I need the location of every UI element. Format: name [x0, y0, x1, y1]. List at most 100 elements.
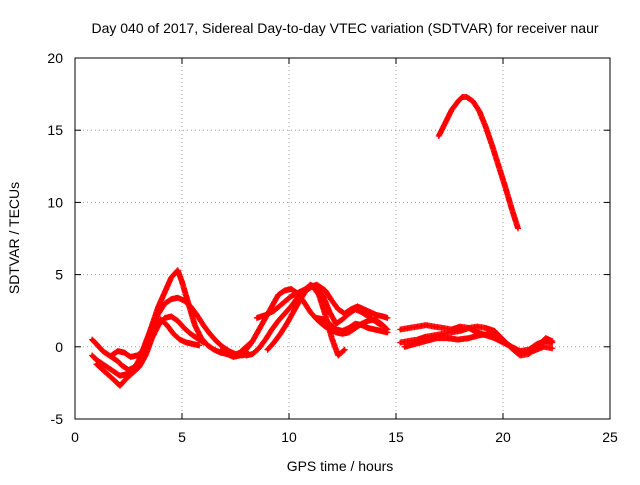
series-track-g	[253, 281, 391, 321]
data-point	[95, 362, 98, 366]
series-track-l	[401, 330, 556, 356]
data-point	[493, 329, 496, 333]
data-point	[330, 299, 334, 302]
data-point	[321, 317, 325, 321]
data-point	[465, 95, 469, 99]
data-point	[191, 342, 195, 346]
data-layer	[89, 93, 556, 389]
data-point	[172, 332, 175, 336]
y-tick-label: -5	[51, 411, 64, 427]
data-point	[302, 300, 306, 304]
data-point	[131, 371, 135, 375]
data-point	[202, 323, 205, 327]
x-axis-label: GPS time / hours	[287, 458, 394, 474]
data-point	[107, 374, 111, 378]
data-point	[184, 341, 188, 344]
data-point	[244, 348, 248, 352]
data-point	[289, 304, 293, 308]
x-tick-label: 5	[178, 429, 186, 445]
series-track-e	[217, 286, 391, 360]
data-point	[347, 330, 351, 334]
data-point	[336, 307, 340, 311]
data-point	[437, 134, 441, 138]
series-track-i	[313, 314, 391, 336]
data-point	[114, 380, 118, 383]
series-track-b	[89, 294, 252, 379]
data-point	[176, 268, 180, 272]
data-point	[266, 348, 269, 352]
data-point	[116, 349, 120, 353]
data-point	[309, 310, 312, 314]
data-point	[270, 304, 274, 308]
data-point	[317, 293, 321, 297]
data-point	[139, 351, 143, 354]
data-point	[272, 309, 276, 313]
data-point	[189, 332, 192, 336]
data-point	[456, 338, 460, 341]
data-point	[349, 307, 353, 311]
data-point	[311, 284, 314, 288]
data-point	[195, 336, 199, 340]
grid-layer	[75, 58, 610, 419]
data-point	[206, 343, 210, 347]
y-tick-label: 0	[55, 339, 63, 355]
data-point	[542, 345, 546, 349]
data-point	[341, 329, 344, 333]
data-point	[499, 338, 503, 341]
data-point	[445, 336, 449, 340]
data-point	[407, 339, 411, 343]
data-point	[544, 336, 548, 340]
data-point	[225, 352, 229, 356]
data-point	[433, 325, 436, 328]
data-point	[478, 333, 481, 337]
data-point	[360, 323, 364, 327]
y-tick-label: 5	[55, 267, 63, 283]
tick-layer: 0 5 10 15 20 25 -5 0 5 10 15 20	[47, 50, 618, 445]
data-point	[424, 323, 428, 327]
series-track-d	[108, 316, 203, 360]
data-point	[214, 339, 218, 343]
y-tick-label: 15	[47, 122, 63, 138]
data-point	[178, 338, 182, 341]
data-point	[347, 326, 351, 330]
data-point	[373, 328, 376, 331]
data-point	[244, 354, 248, 357]
x-tick-label: 20	[495, 429, 511, 445]
data-point	[176, 319, 180, 323]
data-point	[550, 339, 554, 343]
data-point	[219, 349, 222, 353]
data-point	[475, 325, 479, 328]
data-point	[231, 355, 235, 359]
data-point	[441, 326, 445, 330]
data-point	[169, 297, 173, 301]
data-point	[450, 330, 454, 334]
data-point	[163, 316, 167, 320]
y-tick-label: 20	[47, 50, 63, 66]
data-point	[334, 328, 338, 331]
data-point	[413, 342, 417, 346]
data-point	[101, 368, 105, 372]
data-point	[386, 316, 389, 320]
data-point	[238, 354, 242, 357]
data-point	[202, 341, 205, 344]
data-point	[467, 336, 471, 340]
data-point	[510, 206, 513, 210]
data-point	[460, 95, 464, 99]
data-point	[330, 336, 334, 340]
data-point	[328, 310, 332, 314]
x-tick-label: 10	[281, 429, 297, 445]
chart-title: Day 040 of 2017, Sidereal Day-to-day VTE…	[91, 20, 598, 36]
data-point	[296, 296, 299, 300]
data-point	[221, 345, 225, 349]
data-point	[180, 280, 184, 284]
x-tick-label: 15	[388, 429, 404, 445]
data-point	[101, 362, 105, 366]
data-point	[212, 348, 216, 352]
data-point	[375, 313, 379, 317]
data-point	[276, 293, 280, 297]
data-point	[503, 185, 507, 188]
data-point	[276, 319, 280, 323]
data-point	[144, 354, 148, 357]
data-point	[424, 339, 428, 343]
data-point	[257, 346, 261, 350]
